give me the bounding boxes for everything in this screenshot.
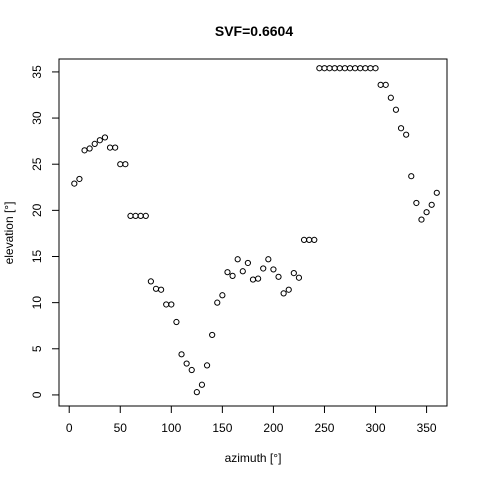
data-point bbox=[331, 65, 338, 72]
data-point bbox=[387, 94, 394, 101]
data-point bbox=[224, 269, 231, 276]
data-point bbox=[209, 331, 216, 339]
data-point bbox=[275, 273, 282, 280]
data-point bbox=[198, 381, 206, 388]
y-tick-label: 25 bbox=[30, 157, 44, 171]
data-point bbox=[158, 286, 165, 293]
x-axis: 0 50 100 150 200 250 300 350 bbox=[66, 405, 437, 435]
data-point bbox=[265, 256, 272, 263]
y-tick-label: 0 bbox=[30, 391, 44, 398]
data-point bbox=[357, 65, 364, 72]
data-point bbox=[423, 209, 430, 216]
y-tick-label: 30 bbox=[30, 111, 44, 125]
data-point bbox=[147, 278, 154, 285]
data-point bbox=[91, 140, 98, 148]
data-point bbox=[188, 366, 195, 374]
data-point bbox=[122, 161, 129, 168]
data-point bbox=[280, 290, 287, 297]
data-point bbox=[346, 65, 354, 72]
data-point bbox=[403, 131, 410, 138]
data-point bbox=[372, 65, 379, 72]
data-point bbox=[244, 259, 251, 267]
data-point bbox=[219, 292, 226, 299]
data-point bbox=[76, 175, 83, 183]
plot-area-box bbox=[58, 58, 448, 407]
x-tick-label: 250 bbox=[314, 421, 334, 435]
data-point bbox=[428, 201, 435, 208]
data-point bbox=[295, 274, 303, 281]
data-point bbox=[433, 189, 440, 196]
data-point bbox=[117, 161, 124, 168]
data-point bbox=[106, 144, 114, 151]
y-tick-label: 20 bbox=[30, 203, 44, 217]
y-tick-label: 35 bbox=[30, 65, 44, 79]
data-point bbox=[352, 65, 359, 72]
x-tick-label: 0 bbox=[66, 421, 73, 435]
data-point bbox=[152, 285, 160, 292]
y-axis-label: elevation [°] bbox=[2, 202, 16, 265]
data-point bbox=[132, 212, 139, 219]
data-point bbox=[229, 272, 236, 279]
data-point bbox=[382, 81, 389, 88]
data-point bbox=[377, 81, 384, 88]
data-point bbox=[285, 286, 292, 293]
y-tick-label: 5 bbox=[30, 345, 44, 352]
data-point bbox=[173, 318, 180, 326]
data-point bbox=[255, 275, 262, 282]
data-point bbox=[326, 65, 333, 72]
data-point bbox=[306, 236, 313, 243]
data-point bbox=[397, 125, 405, 132]
data-point bbox=[214, 299, 221, 306]
y-tick-label: 15 bbox=[30, 250, 44, 264]
data-point bbox=[413, 199, 420, 207]
x-axis-label: azimuth [°] bbox=[225, 451, 282, 465]
data-point bbox=[362, 65, 369, 72]
data-points bbox=[71, 65, 440, 396]
x-tick-label: 300 bbox=[366, 421, 386, 435]
data-point bbox=[260, 265, 267, 272]
data-point bbox=[86, 145, 93, 152]
x-tick-label: 100 bbox=[161, 421, 181, 435]
data-point bbox=[163, 301, 170, 308]
data-point bbox=[178, 351, 185, 358]
data-point bbox=[321, 65, 328, 72]
data-point bbox=[270, 266, 277, 273]
data-point bbox=[311, 236, 318, 243]
data-point bbox=[408, 173, 415, 180]
data-point bbox=[142, 212, 149, 219]
data-point bbox=[96, 137, 103, 144]
data-point bbox=[392, 106, 400, 113]
data-point bbox=[290, 270, 297, 277]
data-point bbox=[234, 256, 241, 263]
data-point bbox=[101, 134, 109, 141]
data-point bbox=[367, 65, 374, 72]
data-point bbox=[239, 268, 246, 275]
data-point bbox=[112, 144, 119, 151]
data-point bbox=[336, 65, 343, 72]
data-point bbox=[203, 362, 211, 369]
data-point bbox=[418, 216, 425, 223]
chart-title: SVF=0.6604 bbox=[215, 23, 293, 39]
x-tick-label: 200 bbox=[263, 421, 283, 435]
y-axis: 0 5 10 15 20 25 30 35 bbox=[30, 65, 60, 398]
data-point bbox=[193, 389, 200, 396]
y-tick-label: 10 bbox=[30, 296, 44, 310]
x-tick-label: 150 bbox=[212, 421, 232, 435]
data-point bbox=[168, 301, 175, 308]
x-tick-label: 350 bbox=[417, 421, 437, 435]
data-point bbox=[249, 276, 257, 283]
data-point bbox=[127, 212, 134, 219]
data-point bbox=[316, 65, 323, 72]
data-point bbox=[300, 236, 308, 243]
data-point bbox=[71, 180, 78, 187]
data-point bbox=[137, 212, 144, 219]
data-point bbox=[183, 360, 190, 367]
data-point bbox=[341, 65, 348, 72]
x-tick-label: 50 bbox=[114, 421, 128, 435]
data-point bbox=[81, 147, 88, 154]
